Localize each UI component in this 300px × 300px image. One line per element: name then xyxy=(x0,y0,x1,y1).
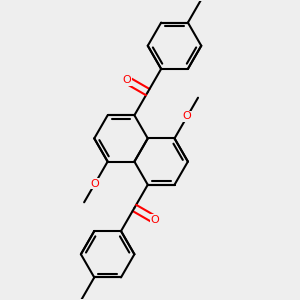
Text: O: O xyxy=(151,215,160,225)
Text: O: O xyxy=(91,178,99,189)
Text: O: O xyxy=(183,111,192,122)
Text: O: O xyxy=(122,75,131,85)
